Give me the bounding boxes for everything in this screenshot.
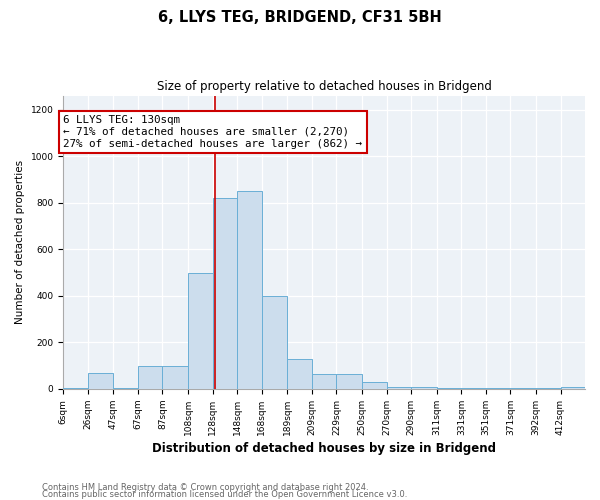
Bar: [411, 387, 437, 389]
Bar: [536, 388, 560, 389]
Text: 6 LLYS TEG: 130sqm
← 71% of detached houses are smaller (2,270)
27% of semi-deta: 6 LLYS TEG: 130sqm ← 71% of detached hou…: [63, 116, 362, 148]
Title: Size of property relative to detached houses in Bridgend: Size of property relative to detached ho…: [157, 80, 491, 93]
Bar: [386, 386, 411, 389]
Bar: [437, 388, 461, 389]
Y-axis label: Number of detached properties: Number of detached properties: [15, 160, 25, 324]
Bar: [163, 366, 188, 389]
Bar: [88, 372, 113, 389]
Text: Contains HM Land Registry data © Crown copyright and database right 2024.: Contains HM Land Registry data © Crown c…: [42, 484, 368, 492]
X-axis label: Distribution of detached houses by size in Bridgend: Distribution of detached houses by size …: [152, 442, 496, 455]
Bar: [63, 388, 88, 389]
Bar: [237, 191, 262, 389]
Bar: [212, 198, 237, 389]
Bar: [287, 358, 312, 389]
Bar: [138, 366, 163, 389]
Bar: [510, 388, 536, 389]
Bar: [337, 374, 362, 389]
Bar: [560, 387, 585, 389]
Bar: [362, 382, 386, 389]
Text: 6, LLYS TEG, BRIDGEND, CF31 5BH: 6, LLYS TEG, BRIDGEND, CF31 5BH: [158, 10, 442, 25]
Text: Contains public sector information licensed under the Open Government Licence v3: Contains public sector information licen…: [42, 490, 407, 499]
Bar: [486, 388, 510, 389]
Bar: [113, 388, 138, 389]
Bar: [188, 272, 212, 389]
Bar: [262, 296, 287, 389]
Bar: [312, 374, 337, 389]
Bar: [461, 388, 486, 389]
